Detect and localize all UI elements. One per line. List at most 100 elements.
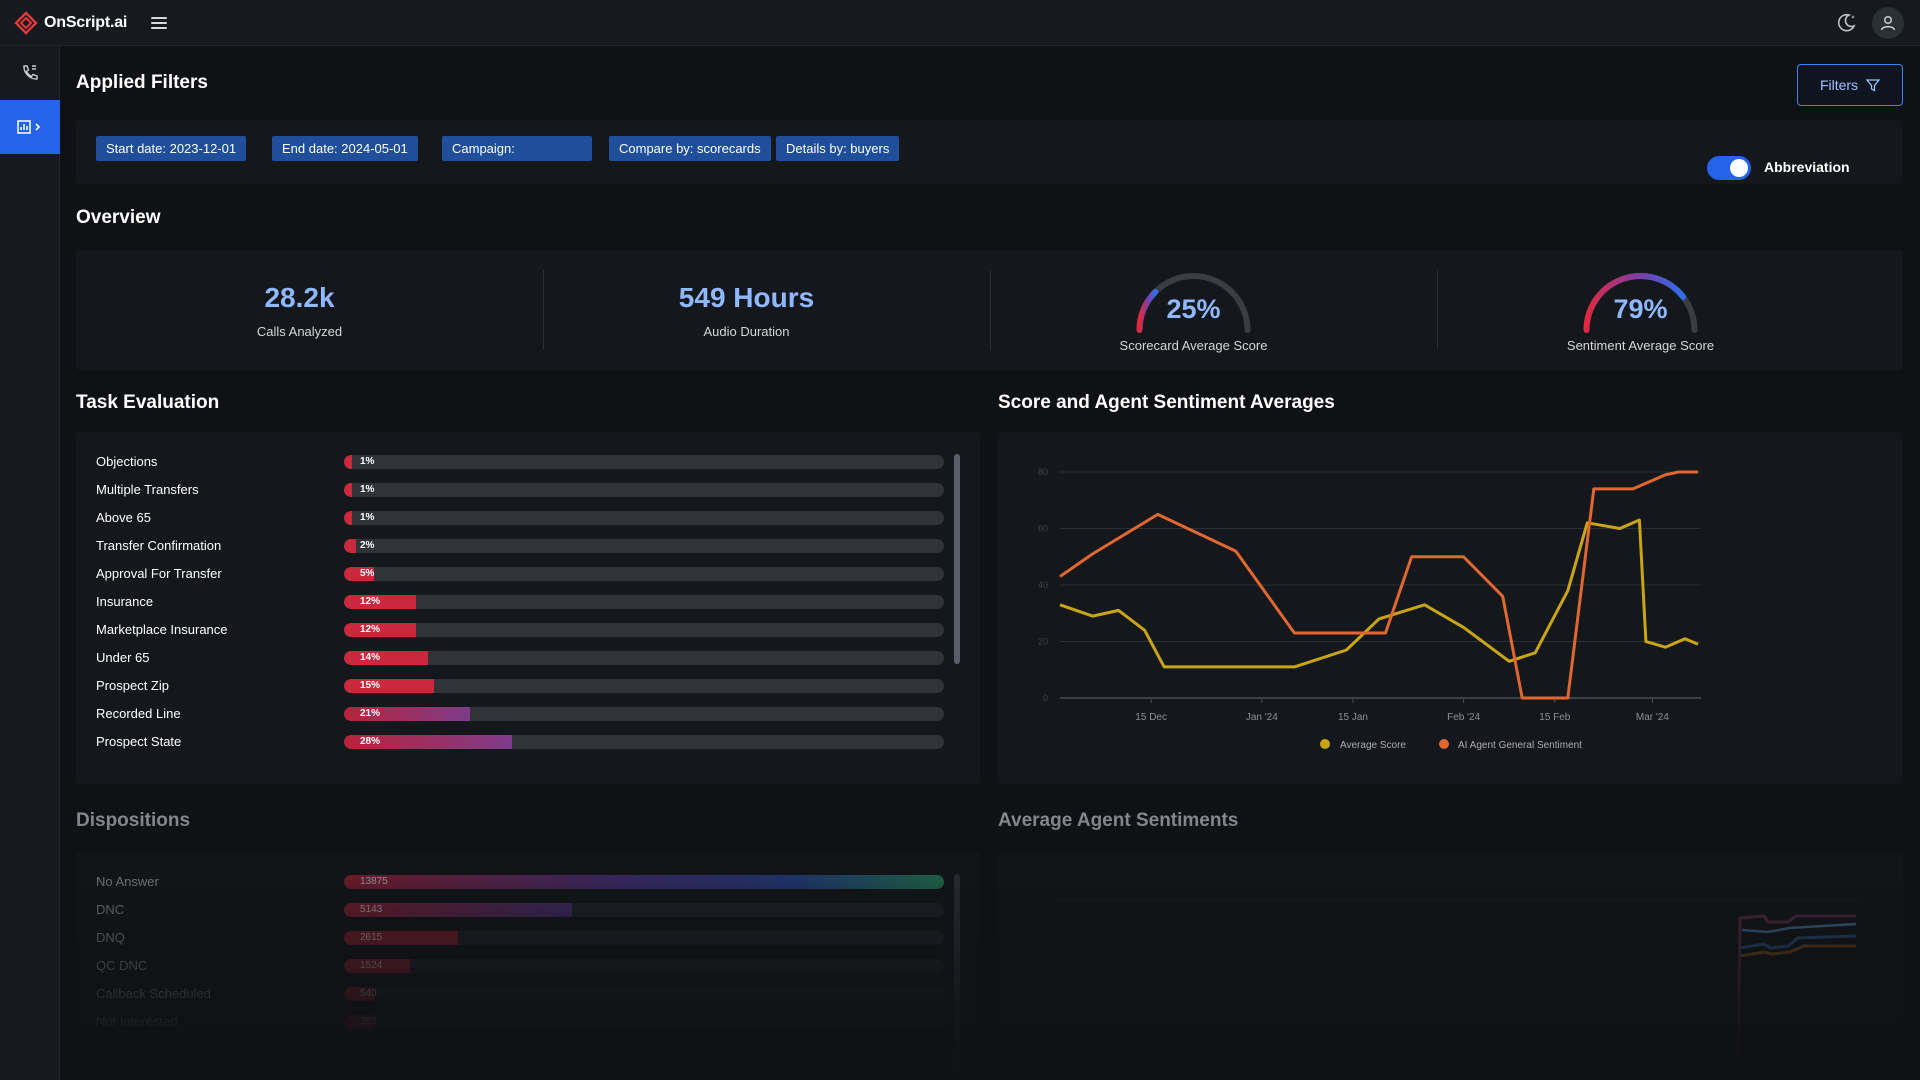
disposition-label: DNQ xyxy=(96,930,125,945)
disposition-bar-track: 5143 xyxy=(344,903,944,917)
disposition-label: Not Interested xyxy=(96,1014,178,1029)
task-bar-value: 1% xyxy=(360,456,375,467)
task-bar-track: 1% xyxy=(344,483,944,497)
avg-sentiments-title: Average Agent Sentiments xyxy=(998,810,1239,831)
task-evaluation-title: Task Evaluation xyxy=(76,392,220,413)
y-tick-label: 60 xyxy=(1038,524,1048,534)
dispositions-title: Dispositions xyxy=(76,810,191,831)
main-content: Applied Filters Filters Start date: 2023… xyxy=(60,46,1920,1080)
moon-theme-icon[interactable] xyxy=(1834,11,1858,35)
task-label: Under 65 xyxy=(96,650,150,665)
task-bar-fill xyxy=(344,623,416,637)
calls-nav-icon[interactable] xyxy=(0,46,60,100)
disposition-bar-value: 363 xyxy=(360,1016,377,1027)
y-tick-label: 20 xyxy=(1038,637,1048,647)
task-bar-value: 12% xyxy=(360,596,381,607)
task-bar-track: 14% xyxy=(344,651,944,665)
task-evaluation-scrollbar[interactable] xyxy=(954,454,960,664)
task-bar-fill xyxy=(344,735,512,749)
task-bar-track: 28% xyxy=(344,735,944,749)
task-bar-value: 14% xyxy=(360,652,381,663)
score-chart-title: Score and Agent Sentiment Averages xyxy=(998,392,1335,413)
task-label: Prospect Zip xyxy=(96,678,169,693)
x-tick-label: 15 Dec xyxy=(1135,712,1167,723)
task-bar-track: 2% xyxy=(344,539,944,553)
task-bar-track: 12% xyxy=(344,595,944,609)
task-label: Recorded Line xyxy=(96,706,181,721)
task-bar-value: 28% xyxy=(360,736,381,747)
task-bar-value: 5% xyxy=(360,568,375,579)
filter-chip-compare-by[interactable]: Compare by: scorecards xyxy=(609,136,771,161)
y-tick-label: 0 xyxy=(1043,693,1048,703)
task-bar-fill xyxy=(344,483,352,497)
dashboard-nav-item[interactable] xyxy=(0,100,60,154)
task-bar-fill xyxy=(344,707,470,721)
task-bar-value: 1% xyxy=(360,512,375,523)
task-bar-value: 12% xyxy=(360,624,381,635)
task-bar-track: 1% xyxy=(344,455,944,469)
task-bar-track: 1% xyxy=(344,511,944,525)
dispositions-panel: No Answer 13875 DNC 5143 DNQ 2615 QC DNC 1524 Ca… xyxy=(76,852,980,1080)
legend-ai-sentiment-label: AI Agent General Sentiment xyxy=(1458,740,1582,751)
disposition-label: QC DNC xyxy=(96,958,148,973)
disposition-bar-value: 540 xyxy=(360,988,377,999)
filter-funnel-icon xyxy=(1866,79,1881,92)
brand-name: OnScript.ai xyxy=(44,13,128,31)
filter-chip-campaign[interactable]: Campaign: xyxy=(442,136,592,161)
task-bar-fill xyxy=(344,651,428,665)
task-bar-fill xyxy=(344,455,352,469)
top-bar: OnScript.ai xyxy=(0,0,1920,46)
average-score-line xyxy=(1059,518,1699,669)
dispositions-scrollbar[interactable] xyxy=(954,874,960,1074)
disposition-bar-track: 1524 xyxy=(344,959,944,973)
task-bar-track: 12% xyxy=(344,623,944,637)
task-label: Marketplace Insurance xyxy=(96,622,228,637)
disposition-bar-track: 13875 xyxy=(344,875,944,889)
x-tick-label: Jan '24 xyxy=(1246,712,1278,723)
disposition-label: Callback Scheduled xyxy=(96,986,211,1001)
disposition-label: DNC xyxy=(96,902,125,917)
disposition-bar-fill xyxy=(344,875,944,889)
task-bar-fill xyxy=(344,595,416,609)
applied-filters-title: Applied Filters xyxy=(76,72,208,93)
avg-sentiments-panel xyxy=(998,852,1903,1080)
y-tick-label: 80 xyxy=(1038,467,1048,477)
avg-sentiments-chart xyxy=(1058,899,1858,1063)
disposition-bar-track: 540 xyxy=(344,987,944,1001)
brand[interactable]: OnScript.ai xyxy=(14,10,128,35)
side-nav xyxy=(0,46,60,1080)
hamburger-menu-icon[interactable] xyxy=(151,16,168,29)
task-bar-value: 1% xyxy=(360,484,375,495)
task-bar-value: 15% xyxy=(360,680,381,691)
task-bar-track: 5% xyxy=(344,567,944,581)
x-tick-label: Mar '24 xyxy=(1636,712,1669,723)
abbreviation-toggle-label: Abbreviation xyxy=(1764,159,1850,175)
disposition-bar-value: 13875 xyxy=(360,876,388,887)
task-label: Objections xyxy=(96,454,158,469)
filter-chip-end-date[interactable]: End date: 2024-05-01 xyxy=(272,136,418,161)
task-bar-track: 15% xyxy=(344,679,944,693)
task-bar-fill xyxy=(344,679,434,693)
overview-title: Overview xyxy=(76,207,161,228)
filters-button-label: Filters xyxy=(1819,77,1859,93)
onscript-logo-icon xyxy=(14,10,38,35)
user-avatar-icon[interactable] xyxy=(1872,7,1904,39)
filters-button[interactable]: Filters xyxy=(1797,64,1903,106)
task-label: Prospect State xyxy=(96,734,182,749)
score-sentiment-line-chart: 0 20 40 60 80 15 Dec Jan '24 15 Jan Feb '24 15 Fe… xyxy=(1038,467,1701,751)
filter-chip-start-date[interactable]: Start date: 2023-12-01 xyxy=(96,136,247,161)
disposition-bar-value: 5143 xyxy=(360,904,383,915)
legend-average-score-swatch xyxy=(1320,739,1330,749)
filter-chip-details-by[interactable]: Details by: buyers xyxy=(776,136,900,161)
task-bar-value: 2% xyxy=(360,540,375,551)
task-bar-fill xyxy=(344,511,352,525)
y-tick-label: 40 xyxy=(1038,580,1048,590)
task-label: Insurance xyxy=(96,594,154,609)
task-label: Transfer Confirmation xyxy=(96,538,222,553)
abbreviation-toggle[interactable] xyxy=(1707,156,1751,180)
task-label: Above 65 xyxy=(96,510,151,525)
disposition-bar-value: 1524 xyxy=(360,960,383,971)
legend-ai-sentiment-swatch xyxy=(1439,739,1449,749)
task-bar-fill xyxy=(344,539,356,553)
x-tick-label: 15 Jan xyxy=(1338,712,1368,723)
